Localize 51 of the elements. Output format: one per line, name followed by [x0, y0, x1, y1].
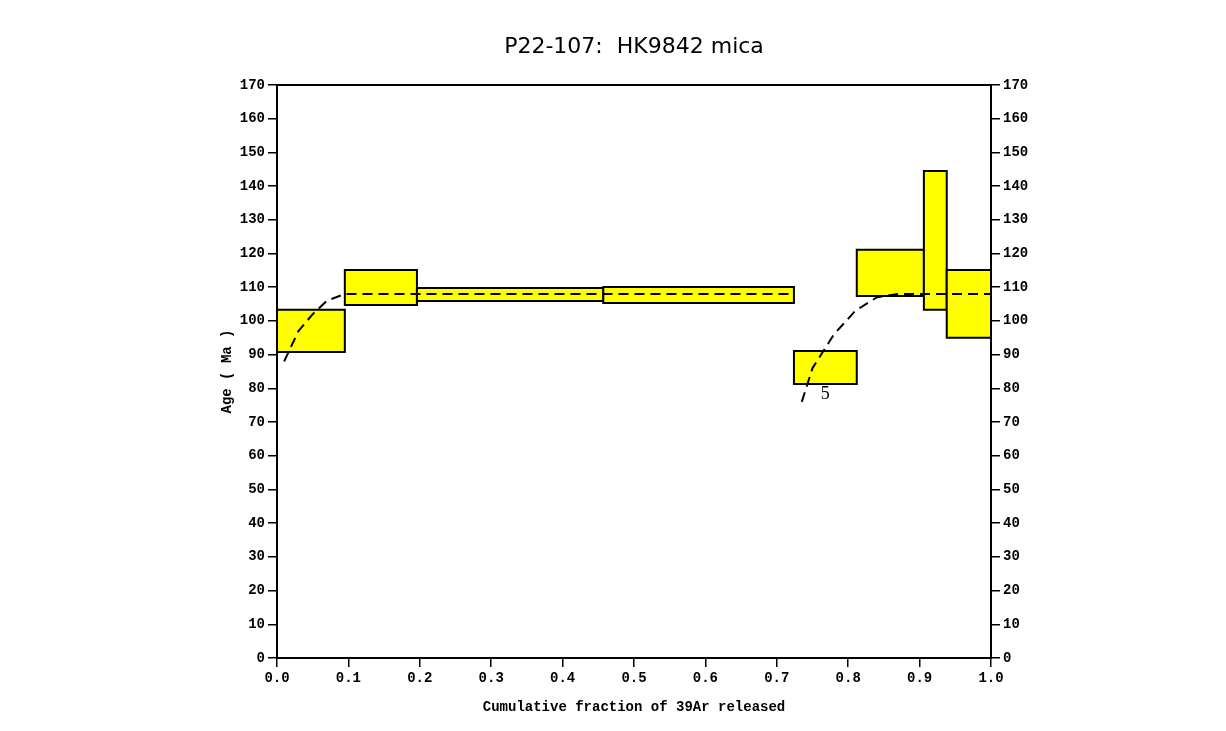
y-tick-label: 40: [248, 514, 265, 531]
y-tick-label: 0: [256, 649, 265, 666]
y2-tick-label: 90: [1003, 346, 1020, 363]
annotation: 5: [820, 383, 830, 404]
y2-tick-label: 60: [1003, 447, 1020, 464]
y-tick-label: 20: [248, 582, 265, 599]
x-tick-label: 1.0: [978, 669, 1004, 686]
y2-tick-label: 40: [1003, 514, 1020, 531]
y-tick-label: 60: [248, 447, 265, 464]
x-axis-title: Cumulative fraction of 39Ar released: [482, 699, 786, 716]
y2-tick-label: 130: [1003, 211, 1029, 228]
y-tick-label: 110: [239, 278, 265, 295]
y-tick-label: 170: [239, 76, 265, 93]
x-tick-label: 0.1: [335, 669, 362, 686]
x-tick-label: 0.2: [407, 669, 433, 686]
y-tick-label: 90: [248, 346, 265, 363]
y2-tick-label: 0: [1003, 649, 1012, 666]
y-tick-label: 130: [239, 211, 265, 228]
y-tick-label: 140: [239, 177, 265, 194]
y2-tick-label: 20: [1003, 582, 1020, 599]
y2-tick-label: 110: [1003, 278, 1029, 295]
y2-tick-label: 150: [1003, 143, 1029, 160]
y2-tick-label: 140: [1003, 177, 1029, 194]
x-tick-label: 0.0: [264, 669, 290, 686]
x-tick-label: 0.5: [621, 669, 647, 686]
y-axis-title: Age ( Ma ): [218, 329, 235, 414]
x-tick-label: 0.6: [692, 669, 719, 686]
y-tick-label: 10: [248, 615, 265, 632]
y-tick-label: 80: [248, 379, 265, 396]
y2-tick-label: 80: [1003, 379, 1020, 396]
y-tick-label: 100: [239, 312, 265, 329]
y2-tick-label: 160: [1003, 110, 1029, 127]
y-tick-label: 30: [248, 548, 265, 565]
y2-tick-label: 10: [1003, 615, 1020, 632]
y2-tick-label: 170: [1003, 76, 1029, 93]
y-tick-label: 50: [248, 481, 265, 497]
y-tick-label: 150: [239, 143, 265, 160]
y-tick-label: 70: [248, 413, 265, 430]
chart-title: P22-107: HK9842 mica: [504, 33, 764, 58]
y-tick-label: 120: [239, 245, 265, 262]
x-tick-label: 0.7: [764, 669, 790, 686]
y-tick-label: 160: [239, 110, 265, 127]
x-tick-label: 0.4: [549, 669, 576, 686]
x-tick-label: 0.9: [906, 669, 933, 686]
x-tick-label: 0.3: [478, 669, 504, 686]
y2-tick-label: 120: [1003, 245, 1029, 262]
y2-tick-label: 100: [1003, 312, 1029, 329]
x-tick-label: 0.8: [835, 669, 861, 686]
y2-tick-label: 70: [1003, 413, 1020, 430]
y2-tick-label: 30: [1003, 548, 1020, 565]
y2-tick-label: 50: [1003, 481, 1020, 497]
